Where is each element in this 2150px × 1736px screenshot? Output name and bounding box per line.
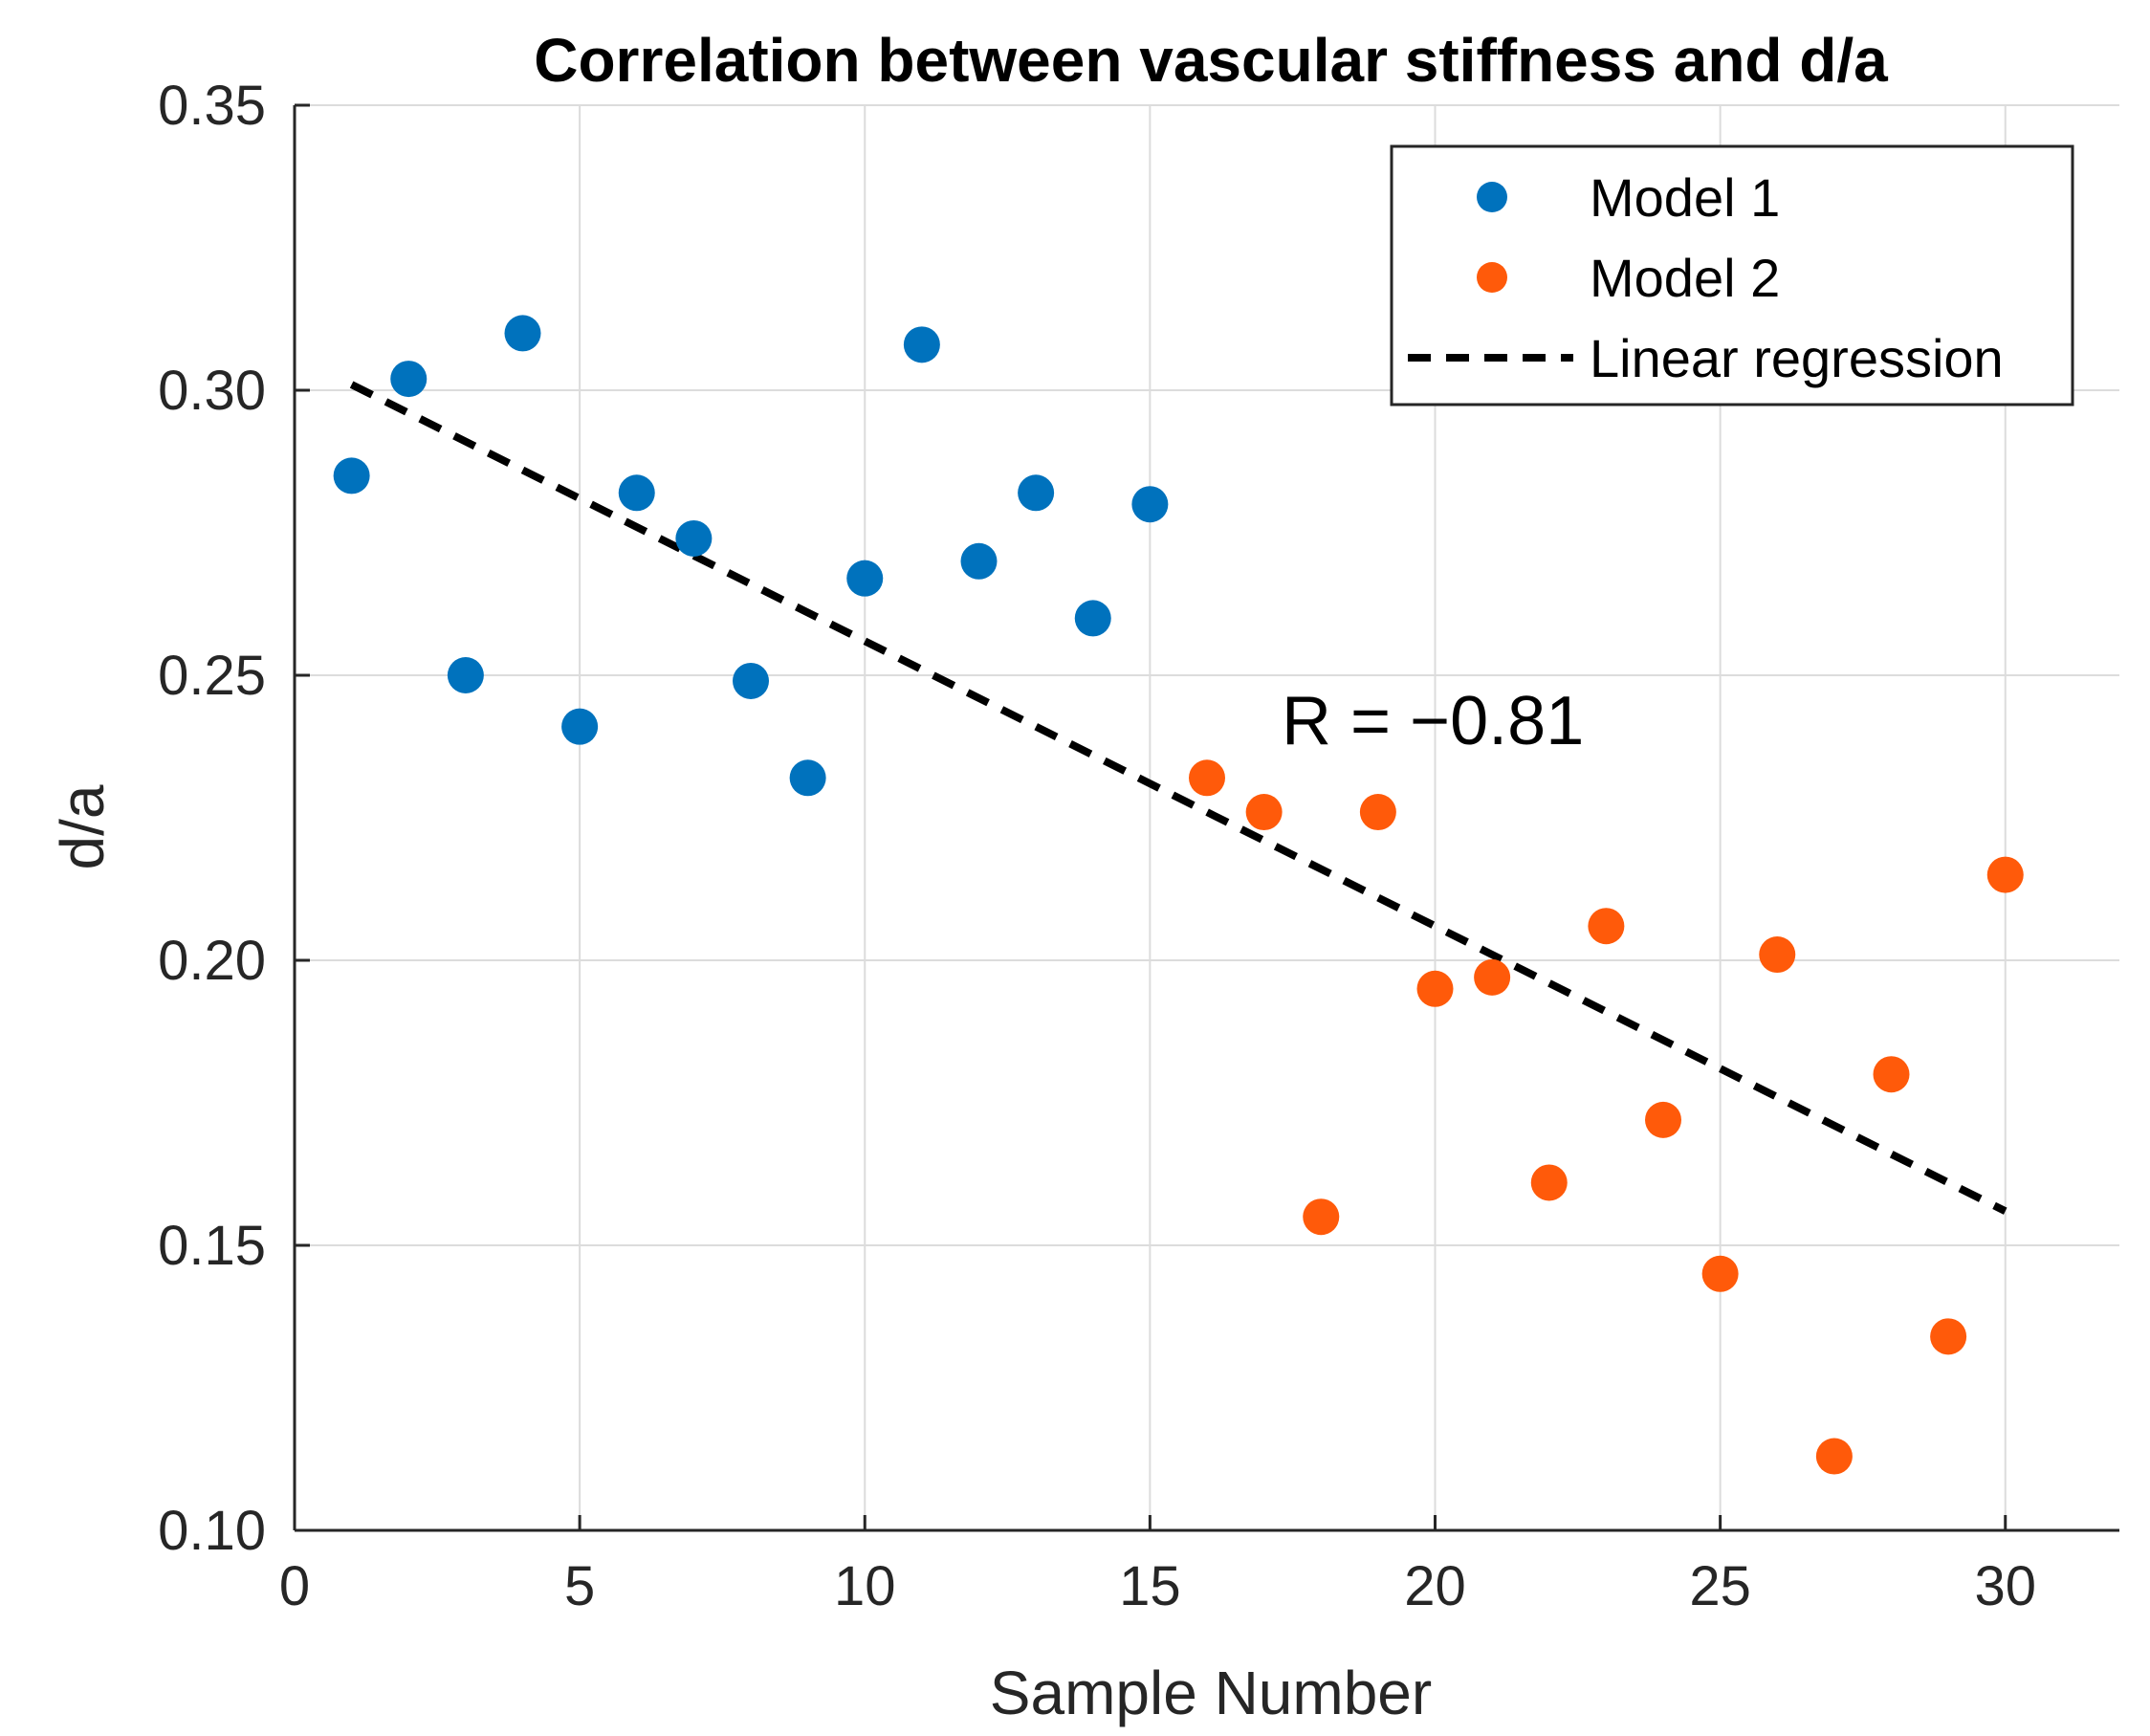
x-tick-label: 30 <box>1974 1555 2036 1617</box>
y-tick-label: 0.25 <box>158 645 266 707</box>
regression-layer <box>349 381 2007 1215</box>
data-point-model-1 <box>618 474 655 512</box>
data-point-model-1 <box>333 457 370 494</box>
data-point-model-2 <box>1759 936 1796 974</box>
x-tick-label: 20 <box>1404 1555 1466 1617</box>
data-point-model-1 <box>561 708 599 745</box>
data-point-model-1 <box>504 315 541 352</box>
y-tick-label: 0.35 <box>158 75 266 137</box>
data-point-model-2 <box>1359 794 1396 831</box>
data-point-model-2 <box>1588 908 1625 945</box>
data-point-model-1 <box>1018 474 1055 512</box>
chart-title: Correlation between vascular stiffness a… <box>534 26 1888 95</box>
data-point-model-2 <box>1986 856 2024 893</box>
legend-label-model-2: Model 2 <box>1590 248 1780 308</box>
data-point-model-1 <box>447 657 484 693</box>
data-point-model-1 <box>675 519 713 557</box>
x-tick-label: 10 <box>834 1555 896 1617</box>
data-point-model-2 <box>1645 1101 1681 1138</box>
data-point-model-2 <box>1701 1255 1739 1292</box>
data-points <box>333 315 2024 1475</box>
regression-line <box>349 381 2007 1215</box>
data-point-model-1 <box>1131 486 1169 523</box>
data-point-model-2 <box>1189 759 1225 797</box>
y-tick-label: 0.30 <box>158 360 266 422</box>
legend: Model 1 Model 2 Linear regression <box>1390 144 2074 407</box>
data-point-model-1 <box>846 560 884 597</box>
data-point-model-2 <box>1873 1056 1910 1093</box>
data-point-model-2 <box>1416 970 1454 1007</box>
data-point-model-1 <box>789 759 826 797</box>
legend-marker-model-2 <box>1477 262 1507 293</box>
x-tick-label: 0 <box>279 1555 310 1617</box>
y-tick-label: 0.10 <box>158 1500 266 1562</box>
data-point-model-2 <box>1245 794 1283 831</box>
data-point-model-1 <box>960 542 998 580</box>
data-point-model-2 <box>1815 1438 1853 1475</box>
legend-marker-model-1 <box>1477 182 1507 212</box>
y-tick-label: 0.15 <box>158 1215 266 1277</box>
data-point-model-1 <box>733 662 769 699</box>
legend-label-regression: Linear regression <box>1590 328 2004 388</box>
data-point-model-2 <box>1303 1198 1340 1236</box>
data-point-model-2 <box>1474 958 1511 996</box>
x-tick-label: 15 <box>1119 1555 1181 1617</box>
x-tick-label: 5 <box>564 1555 595 1617</box>
data-point-model-1 <box>1074 600 1111 637</box>
data-point-model-1 <box>903 326 940 363</box>
y-tick-label: 0.20 <box>158 930 266 992</box>
x-tick-label: 25 <box>1689 1555 1751 1617</box>
axes: 0 5 10 15 20 25 30 0.10 0.15 0.20 0.25 0.30 0.35 <box>158 75 2119 1617</box>
x-axis-label: Sample Number <box>990 1659 1432 1727</box>
data-point-model-1 <box>390 361 428 398</box>
legend-label-model-1: Model 1 <box>1590 167 1780 228</box>
y-axis-label: d/a <box>48 784 117 869</box>
data-point-model-2 <box>1930 1318 1967 1355</box>
correlation-annotation: R = −0.81 <box>1282 683 1584 759</box>
data-point-model-2 <box>1530 1164 1568 1201</box>
